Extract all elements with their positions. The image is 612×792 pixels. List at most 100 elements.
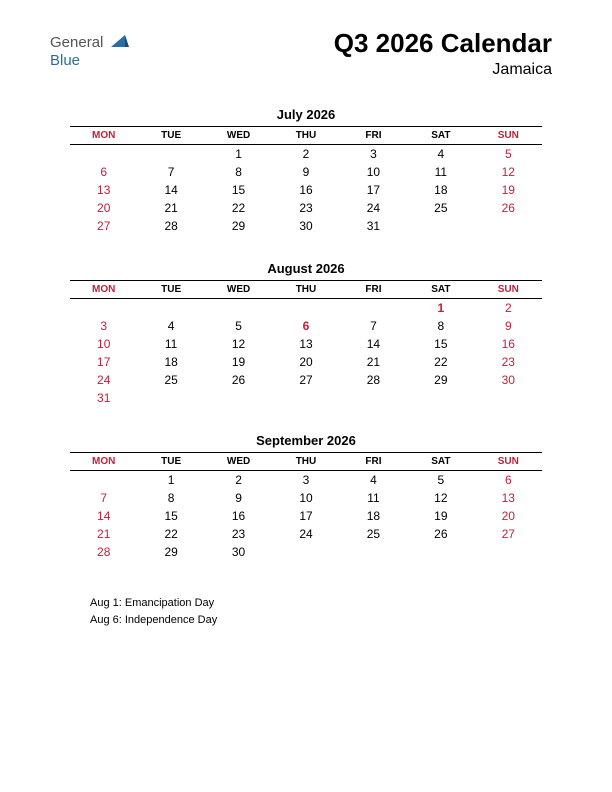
day-cell [70, 471, 137, 489]
day-cell: 31 [70, 389, 137, 407]
day-cell: 27 [475, 525, 542, 543]
day-cell: 29 [205, 217, 272, 235]
day-cell: 10 [340, 163, 407, 181]
day-cell: 24 [340, 199, 407, 217]
day-cell: 18 [407, 181, 474, 199]
day-cell: 6 [272, 317, 339, 335]
week-row: 78910111213 [70, 489, 542, 507]
day-header: THU [272, 127, 339, 144]
day-header: THU [272, 453, 339, 470]
day-cell: 8 [137, 489, 204, 507]
day-cell: 3 [340, 145, 407, 163]
day-cell: 7 [137, 163, 204, 181]
day-cell: 23 [475, 353, 542, 371]
day-cell: 26 [475, 199, 542, 217]
day-header: SAT [407, 127, 474, 144]
day-cell [272, 299, 339, 317]
week-row: 13141516171819 [70, 181, 542, 199]
day-cell: 8 [205, 163, 272, 181]
day-cell: 11 [340, 489, 407, 507]
day-cell: 25 [137, 371, 204, 389]
day-cell: 14 [137, 181, 204, 199]
day-cell: 24 [70, 371, 137, 389]
day-cell [70, 145, 137, 163]
day-cell: 2 [205, 471, 272, 489]
day-cell: 13 [475, 489, 542, 507]
day-cell [272, 389, 339, 407]
day-cell: 5 [407, 471, 474, 489]
day-cell: 8 [407, 317, 474, 335]
day-cell: 1 [407, 299, 474, 317]
day-header: MON [70, 127, 137, 144]
day-cell [340, 389, 407, 407]
day-header: WED [205, 281, 272, 298]
day-cell: 9 [475, 317, 542, 335]
day-cell: 30 [205, 543, 272, 561]
day-cell: 22 [137, 525, 204, 543]
day-cell: 30 [272, 217, 339, 235]
day-cell: 6 [475, 471, 542, 489]
day-header: TUE [137, 281, 204, 298]
week-row: 20212223242526 [70, 199, 542, 217]
day-header: THU [272, 281, 339, 298]
day-cell: 29 [137, 543, 204, 561]
day-cell: 2 [475, 299, 542, 317]
day-cell: 22 [407, 353, 474, 371]
day-header: TUE [137, 453, 204, 470]
day-cell: 17 [272, 507, 339, 525]
day-header: FRI [340, 281, 407, 298]
day-cell: 28 [70, 543, 137, 561]
day-header: TUE [137, 127, 204, 144]
day-cell: 22 [205, 199, 272, 217]
day-cell: 13 [70, 181, 137, 199]
day-cell: 28 [340, 371, 407, 389]
day-cell: 5 [475, 145, 542, 163]
day-cell: 19 [475, 181, 542, 199]
week-row: 10111213141516 [70, 335, 542, 353]
week-header: MONTUEWEDTHUFRISATSUN [70, 280, 542, 299]
day-cell: 1 [205, 145, 272, 163]
day-cell [205, 389, 272, 407]
day-cell: 11 [137, 335, 204, 353]
day-cell: 26 [407, 525, 474, 543]
day-header: SUN [475, 281, 542, 298]
day-cell: 23 [205, 525, 272, 543]
page-subtitle: Jamaica [334, 61, 552, 79]
week-row: 12 [70, 299, 542, 317]
day-cell: 6 [70, 163, 137, 181]
day-cell: 24 [272, 525, 339, 543]
day-cell: 4 [340, 471, 407, 489]
day-cell: 16 [475, 335, 542, 353]
month-block: July 2026MONTUEWEDTHUFRISATSUN1234567891… [70, 107, 542, 235]
day-header: SAT [407, 453, 474, 470]
day-cell: 21 [70, 525, 137, 543]
header: General Blue Q3 2026 Calendar Jamaica [0, 0, 612, 89]
day-header: SUN [475, 127, 542, 144]
day-cell: 19 [407, 507, 474, 525]
day-cell: 31 [340, 217, 407, 235]
logo-text-blue: Blue [50, 52, 80, 69]
day-cell [137, 299, 204, 317]
day-cell: 27 [272, 371, 339, 389]
week-row: 2728293031 [70, 217, 542, 235]
day-cell: 4 [407, 145, 474, 163]
day-cell: 13 [272, 335, 339, 353]
day-cell: 15 [137, 507, 204, 525]
day-header: SUN [475, 453, 542, 470]
day-cell: 21 [340, 353, 407, 371]
day-cell: 2 [272, 145, 339, 163]
logo-text-general: General [50, 34, 103, 51]
day-cell: 29 [407, 371, 474, 389]
day-cell: 25 [407, 199, 474, 217]
day-cell [137, 145, 204, 163]
week-row: 123456 [70, 471, 542, 489]
day-cell: 9 [272, 163, 339, 181]
week-row: 6789101112 [70, 163, 542, 181]
month-title: September 2026 [70, 433, 542, 448]
day-cell: 23 [272, 199, 339, 217]
day-cell: 11 [407, 163, 474, 181]
day-cell: 18 [137, 353, 204, 371]
day-cell: 12 [407, 489, 474, 507]
logo-sail-icon [111, 35, 129, 48]
holidays-list: Aug 1: Emancipation DayAug 6: Independen… [0, 587, 612, 628]
